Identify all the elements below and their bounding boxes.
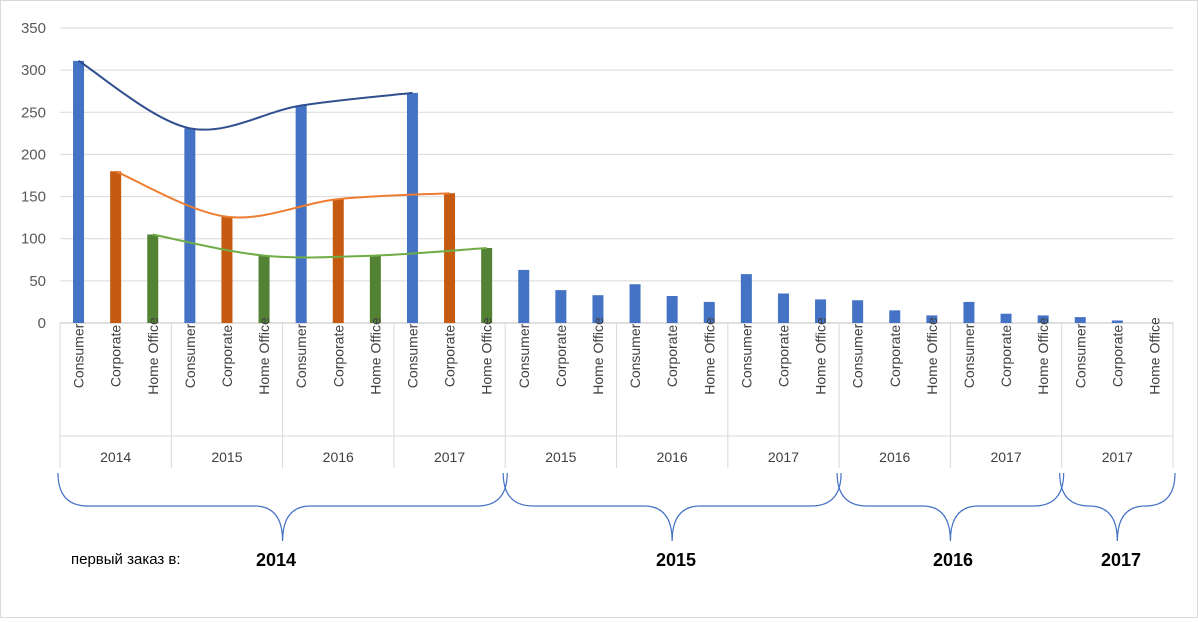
category-axis: Consumer Corporate Home Office 2014 Consumer…: [59, 317, 1174, 468]
category-tick-label: Corporate: [1109, 325, 1125, 387]
bar: [184, 128, 196, 323]
category-tick-label: Consumer: [961, 323, 977, 388]
y-axis-ticks: 0 50 100 150 200 250 300 350: [21, 20, 46, 332]
category-tick-label: Consumer: [1072, 323, 1088, 388]
bar: [221, 216, 233, 323]
bar: [147, 234, 159, 323]
year-tick-label: 2017: [1102, 449, 1133, 465]
cohort-brace: [836, 472, 1065, 542]
y-tick-label: 100: [21, 231, 46, 248]
bar: [629, 284, 641, 323]
gridlines: [60, 27, 1173, 324]
category-tick-label: Home Office: [813, 317, 829, 395]
year-tick-label: 2016: [323, 449, 354, 465]
bar: [889, 310, 901, 323]
year-tick-label: 2017: [434, 449, 465, 465]
category-tick-label: Corporate: [664, 325, 680, 387]
cohort-caption: первый заказ в:: [71, 551, 181, 568]
category-tick-label: Consumer: [293, 323, 309, 388]
category-tick-label: Corporate: [330, 325, 346, 387]
category-tick-label: Home Office: [590, 317, 606, 395]
category-tick-label: Consumer: [404, 323, 420, 388]
category-tick-label: Home Office: [924, 317, 940, 395]
cohort-year-label: 2016: [933, 550, 973, 570]
bar: [110, 171, 122, 323]
category-tick-label: Consumer: [738, 323, 754, 388]
category-tick-label: Consumer: [71, 323, 87, 388]
cohort-brace: [502, 472, 842, 542]
category-tick-label: Home Office: [1146, 317, 1162, 395]
cohort-brace: [1059, 472, 1176, 542]
category-tick-label: Corporate: [775, 325, 791, 387]
category-tick-label: Home Office: [701, 317, 717, 395]
cohort-brace: [57, 472, 508, 542]
category-tick-label: Consumer: [182, 323, 198, 388]
bar: [963, 301, 975, 323]
category-tick-label: Corporate: [553, 325, 569, 387]
bar: [444, 193, 456, 323]
bar: [1111, 320, 1123, 323]
category-tick-label: Home Office: [1035, 317, 1051, 395]
category-tick-label: Home Office: [256, 317, 272, 395]
bar: [555, 290, 567, 323]
trend-line: [78, 60, 413, 131]
bar: [1074, 317, 1086, 323]
year-tick-label: 2017: [768, 449, 799, 465]
category-tick-label: Consumer: [627, 323, 643, 388]
category-tick-label: Corporate: [442, 325, 458, 387]
category-tick-label: Corporate: [887, 325, 903, 387]
bar: [406, 92, 418, 324]
bar: [258, 255, 270, 323]
bar: [703, 301, 715, 323]
category-tick-label: Home Office: [145, 317, 161, 395]
cohort-labels: первый заказ в: 2014 2015 2016 2017: [71, 550, 1141, 570]
trend-lines: [78, 60, 487, 259]
bar: [332, 199, 344, 323]
cohort-year-label: 2017: [1101, 550, 1141, 570]
bar: [740, 274, 752, 323]
y-tick-label: 50: [29, 273, 46, 290]
year-tick-label: 2015: [211, 449, 242, 465]
bar: [369, 255, 381, 323]
year-tick-label: 2016: [879, 449, 910, 465]
bar: [592, 295, 604, 323]
bar: [777, 293, 789, 323]
bar: [481, 247, 493, 323]
bar: [73, 60, 85, 323]
bar: [815, 299, 827, 323]
bar: [1037, 315, 1049, 323]
category-tick-label: Corporate: [219, 325, 235, 387]
category-tick-label: Home Office: [479, 317, 495, 395]
cohort-braces: [57, 472, 1176, 542]
category-tick-label: Consumer: [516, 323, 532, 388]
year-tick-label: 2016: [657, 449, 688, 465]
bar: [295, 105, 307, 324]
bars: [73, 60, 1123, 324]
cohort-year-label: 2015: [656, 550, 696, 570]
cohort-year-label: 2014: [256, 550, 296, 570]
category-tick-label: Corporate: [998, 325, 1014, 387]
y-tick-label: 300: [21, 62, 46, 79]
category-tick-label: Consumer: [850, 323, 866, 388]
category-tick-label: Home Office: [367, 317, 383, 395]
bar: [1000, 313, 1012, 323]
trend-line: [115, 170, 450, 219]
y-tick-label: 150: [21, 189, 46, 206]
bar: [926, 315, 938, 323]
bar: [852, 300, 864, 323]
trend-line: [152, 233, 487, 259]
y-tick-label: 200: [21, 146, 46, 163]
y-tick-label: 0: [38, 315, 46, 332]
y-tick-label: 250: [21, 104, 46, 121]
year-tick-label: 2015: [545, 449, 576, 465]
bar: [666, 296, 678, 323]
year-tick-label: 2014: [100, 449, 131, 465]
bar: [518, 269, 530, 323]
y-tick-label: 350: [21, 20, 46, 37]
category-tick-label: Corporate: [108, 325, 124, 387]
year-tick-label: 2017: [990, 449, 1021, 465]
